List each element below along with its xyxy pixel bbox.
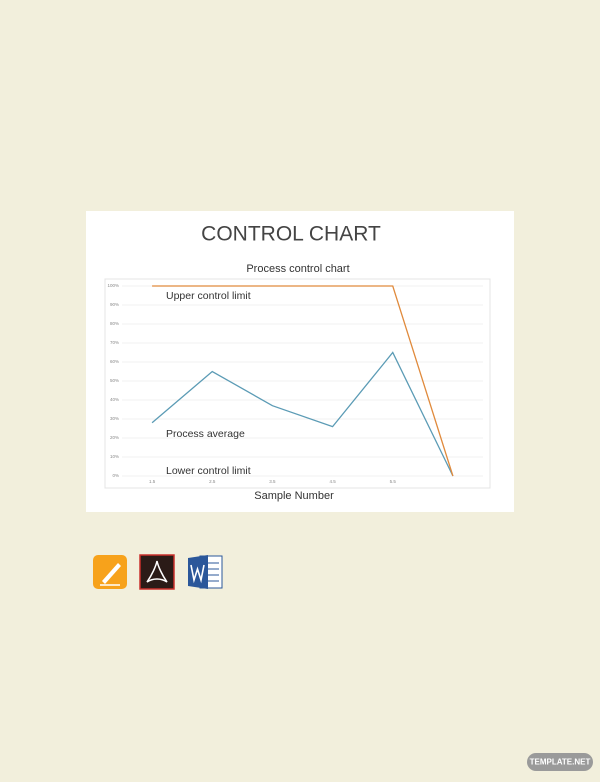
template-card[interactable] [86,211,514,512]
badge-background [527,753,593,771]
y-tick-label: 10% [110,454,119,459]
y-tick-label: 40% [110,397,119,402]
series-line [152,285,454,477]
pages-icon[interactable] [93,555,127,589]
y-tick-label: 100% [107,283,119,288]
y-tick-label: 60% [110,359,119,364]
annotation: Upper control limit [166,290,251,302]
pdf-icon[interactable] [139,554,175,590]
y-tick-label: 70% [110,340,119,345]
word-icon[interactable] [188,555,223,589]
y-tick-label: 80% [110,321,119,326]
series-line [151,351,454,477]
x-tick-label: 5.5 [390,479,397,484]
watermark-badge: TEMPLATE.NET [530,758,591,767]
annotation: Process average [166,428,245,440]
y-tick-label: 0% [112,473,119,478]
x-tick-label: 1.5 [149,479,156,484]
y-tick-label: 30% [110,416,119,421]
y-tick-label: 20% [110,435,119,440]
x-tick-label: 3.5 [269,479,276,484]
y-tick-label: 90% [110,302,119,307]
x-tick-label: 4.5 [329,479,336,484]
annotation: Lower control limit [166,465,251,477]
chart-frame [104,278,491,489]
y-tick-label: 50% [110,378,119,383]
x-axis-title: Sample Number [254,490,334,502]
x-tick-label: 2.5 [209,479,216,484]
document-title: CONTROL CHART [201,223,381,246]
chart-title: Process control chart [246,263,349,275]
